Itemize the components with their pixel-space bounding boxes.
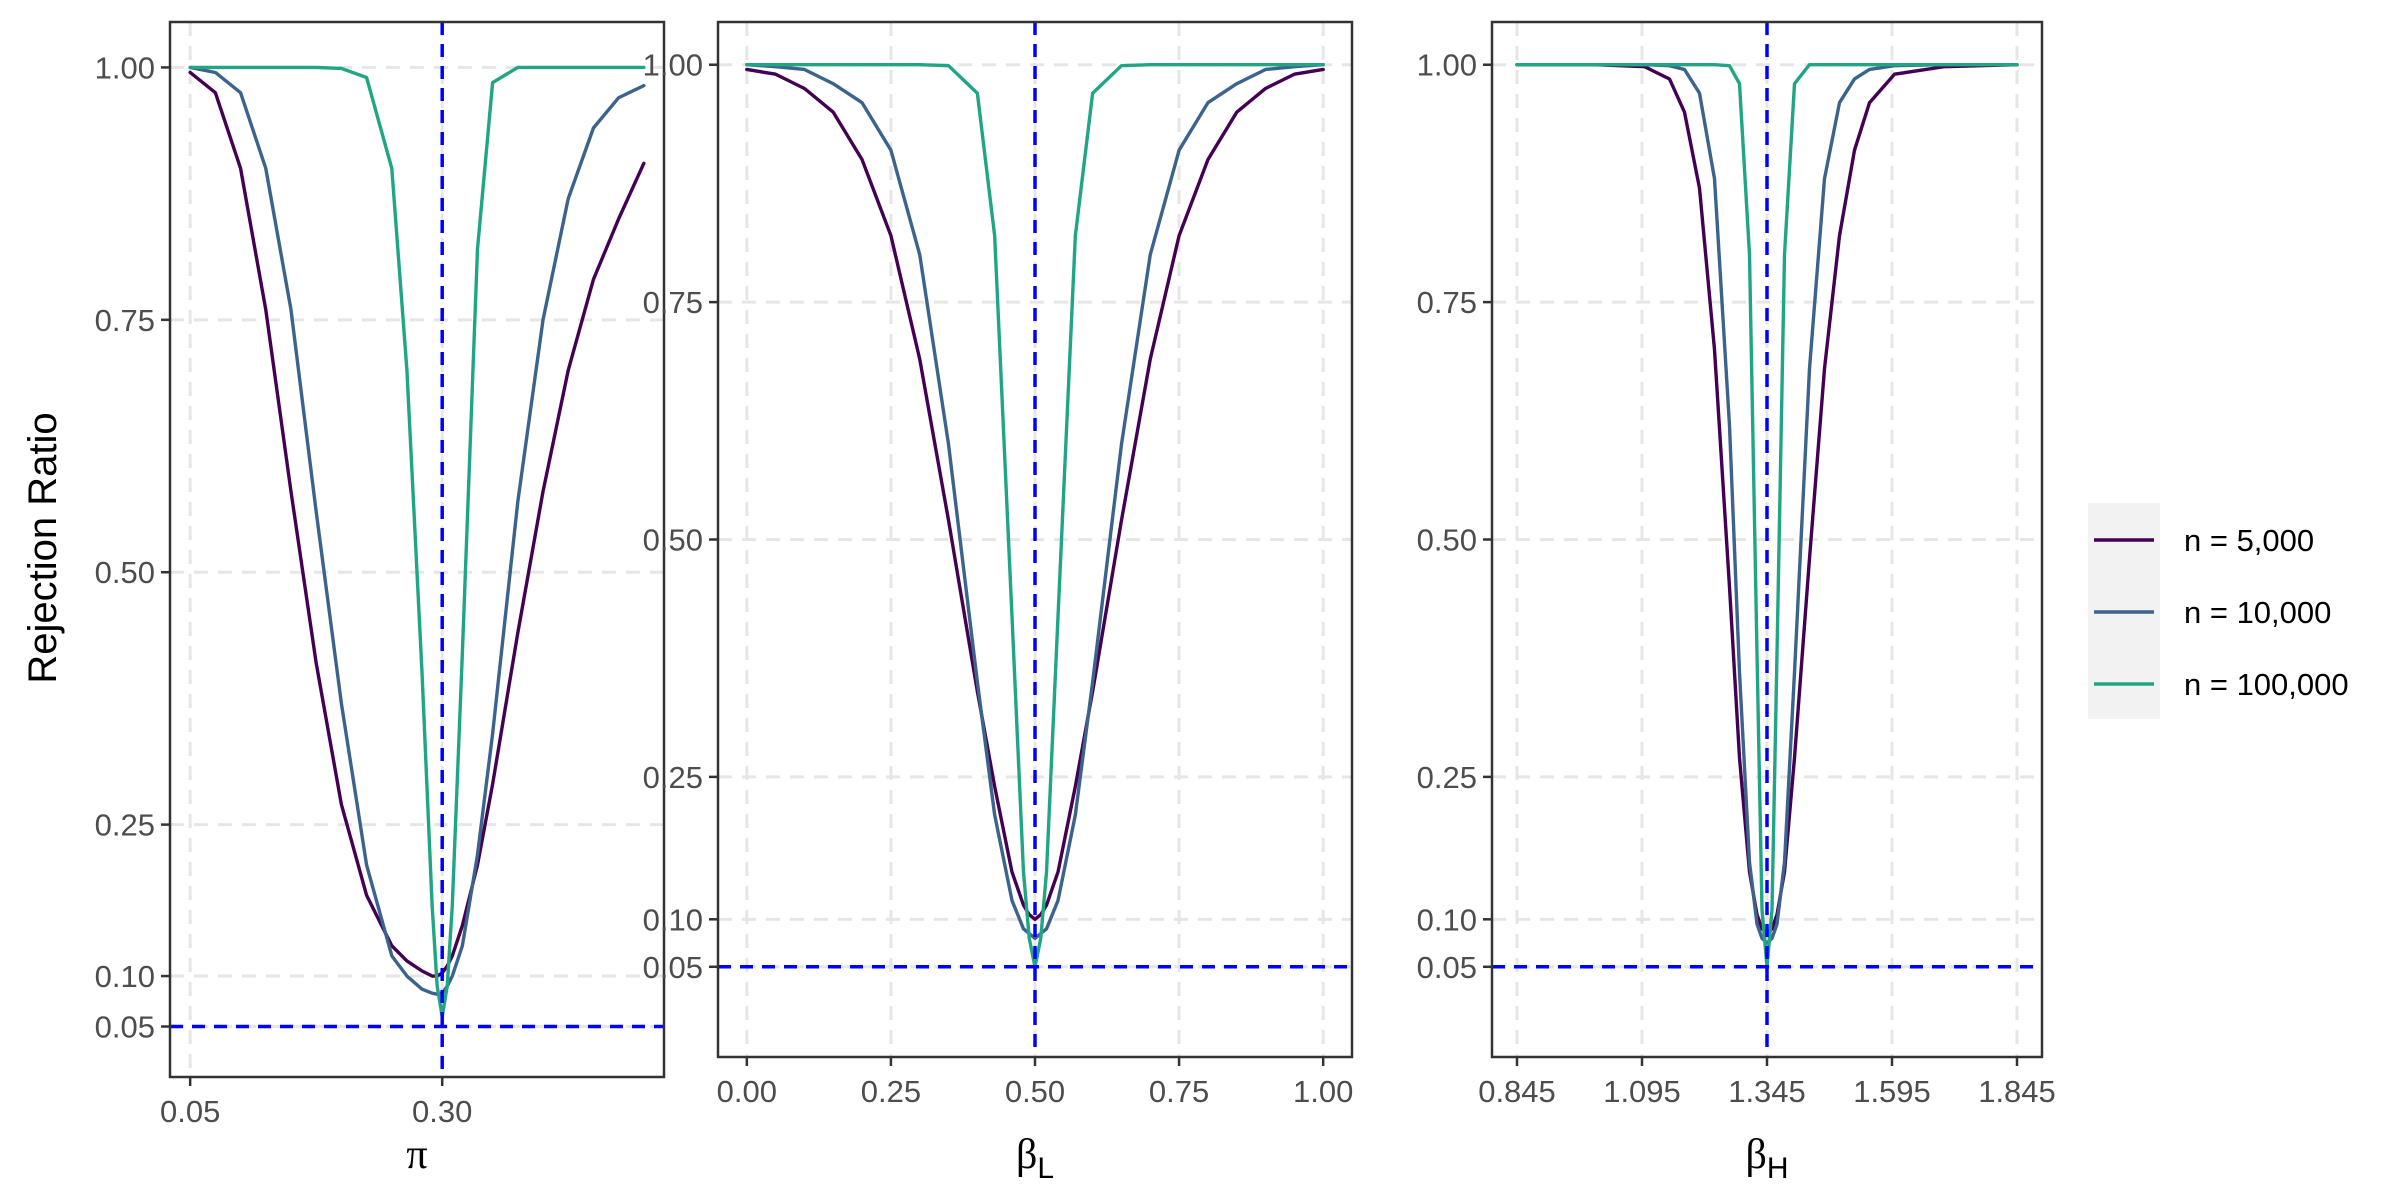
x-tick-label: 1.00 (1293, 1074, 1353, 1109)
series-line-2 (188, 65, 646, 996)
y-tick-label: 0.75 (95, 303, 155, 338)
x-tick-label: 1.845 (1978, 1074, 2056, 1109)
series-line-1 (745, 67, 1325, 922)
x-tick-label: 0.50 (1005, 1074, 1065, 1109)
y-tick-label: 0.25 (95, 808, 155, 843)
x-axis-title: βL (1016, 1132, 1054, 1185)
y-tick-label: 0.50 (643, 523, 703, 558)
y-tick-label: 1.00 (1417, 48, 1477, 83)
x-tick-label: 1.095 (1603, 1074, 1681, 1109)
series-group (188, 65, 646, 1019)
series-line-2 (1515, 63, 2019, 945)
y-tick-label: 1.00 (95, 50, 155, 85)
y-tick-label: 0.05 (1417, 950, 1477, 985)
y-tick-label: 1.00 (643, 48, 703, 83)
y-tick-label: 0.75 (643, 285, 703, 320)
series-line-2 (745, 63, 1325, 941)
x-tick-label: 0.25 (861, 1074, 921, 1109)
y-tick-label: 0.75 (1417, 285, 1477, 320)
x-axis-title: βH (1745, 1132, 1788, 1185)
panel-3: 0.05 0.10 0.25 0.50 0.75 1.00 0.845 1.095 1.345 1… (1417, 20, 2056, 1185)
y-tick-label: 0.25 (643, 760, 703, 795)
y-tick-label: 0.10 (643, 902, 703, 937)
y-axis-title: Rejection Ratio (21, 412, 65, 683)
panel-border (168, 20, 666, 1079)
y-tick-label: 0.50 (1417, 523, 1477, 558)
y-tick-label: 0.10 (1417, 902, 1477, 937)
x-tick-label: 0.00 (717, 1074, 777, 1109)
y-tick-label: 0.25 (1417, 760, 1477, 795)
y-tick-label: 0.50 (95, 555, 155, 590)
series-line-1 (188, 70, 646, 978)
y-tick-label: 0.05 (643, 950, 703, 985)
legend-item-label: n = 10,000 (2184, 595, 2331, 630)
legend-item-label: n = 100,000 (2184, 667, 2349, 702)
panel-2: 0.05 0.10 0.25 0.50 0.75 1.00 0.00 0.25 0.50 0.75… (643, 20, 1353, 1185)
legend: n = 5,000 n = 10,000 n = 100,000 (2088, 503, 2349, 719)
x-axis-title: π (406, 1132, 427, 1178)
x-tick-label: 0.30 (412, 1094, 472, 1129)
x-tick-label: 1.595 (1853, 1074, 1931, 1109)
panels: 0.05 0.10 0.25 0.50 0.75 1.00 0.05 0.30π 0.05 0.1… (95, 20, 2056, 1185)
y-tick-label: 0.10 (95, 959, 155, 994)
x-tick-label: 0.75 (1149, 1074, 1209, 1109)
y-tick-label: 0.05 (95, 1010, 155, 1045)
panel-1: 0.05 0.10 0.25 0.50 0.75 1.00 0.05 0.30π (95, 20, 666, 1178)
legend-item-label: n = 5,000 (2184, 523, 2314, 558)
x-tick-label: 0.845 (1478, 1074, 1556, 1109)
series-line-3 (188, 65, 646, 1019)
x-tick-label: 0.05 (160, 1094, 220, 1129)
x-tick-label: 1.345 (1728, 1074, 1806, 1109)
